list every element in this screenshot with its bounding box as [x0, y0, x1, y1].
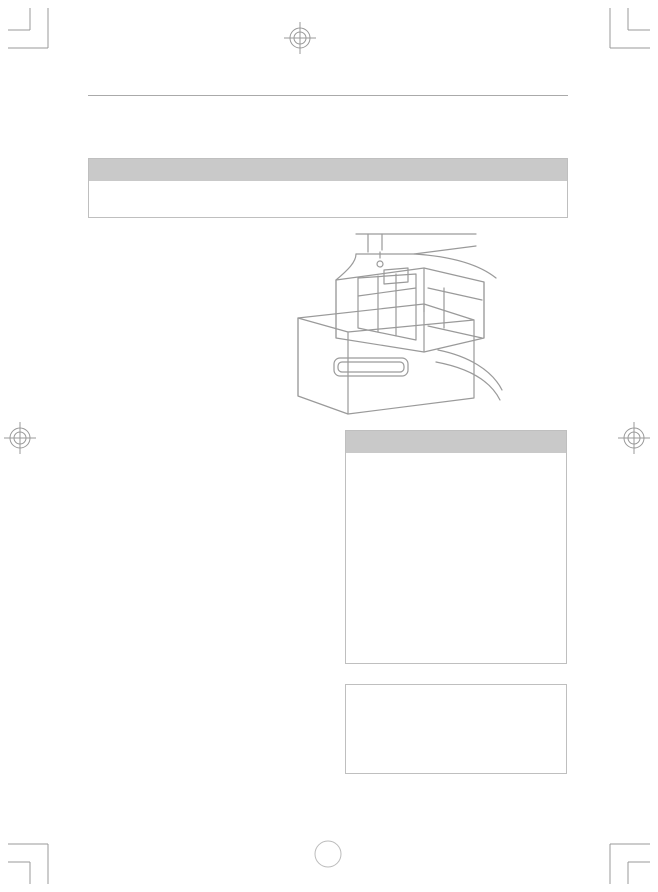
cropmark-bottom-left	[0, 832, 60, 892]
banner-box	[88, 158, 568, 218]
sidebox-1-body	[346, 453, 566, 663]
sidebox-1-head	[346, 431, 566, 453]
sidebox-2	[345, 684, 567, 774]
regmark-left	[4, 422, 36, 454]
banner-head	[89, 159, 567, 181]
cropmark-top-right	[598, 0, 658, 60]
sidebox-2-body	[346, 685, 566, 773]
cropmark-bottom-right	[598, 832, 658, 892]
cropmark-top-left	[0, 0, 60, 60]
banner-body	[89, 181, 567, 217]
page-number-circle	[314, 840, 342, 868]
detergent-drawer-illustration	[296, 228, 506, 428]
regmark-right	[618, 422, 650, 454]
regmark-top	[284, 22, 316, 54]
sidebox-1	[345, 430, 567, 664]
top-rule	[88, 95, 568, 96]
